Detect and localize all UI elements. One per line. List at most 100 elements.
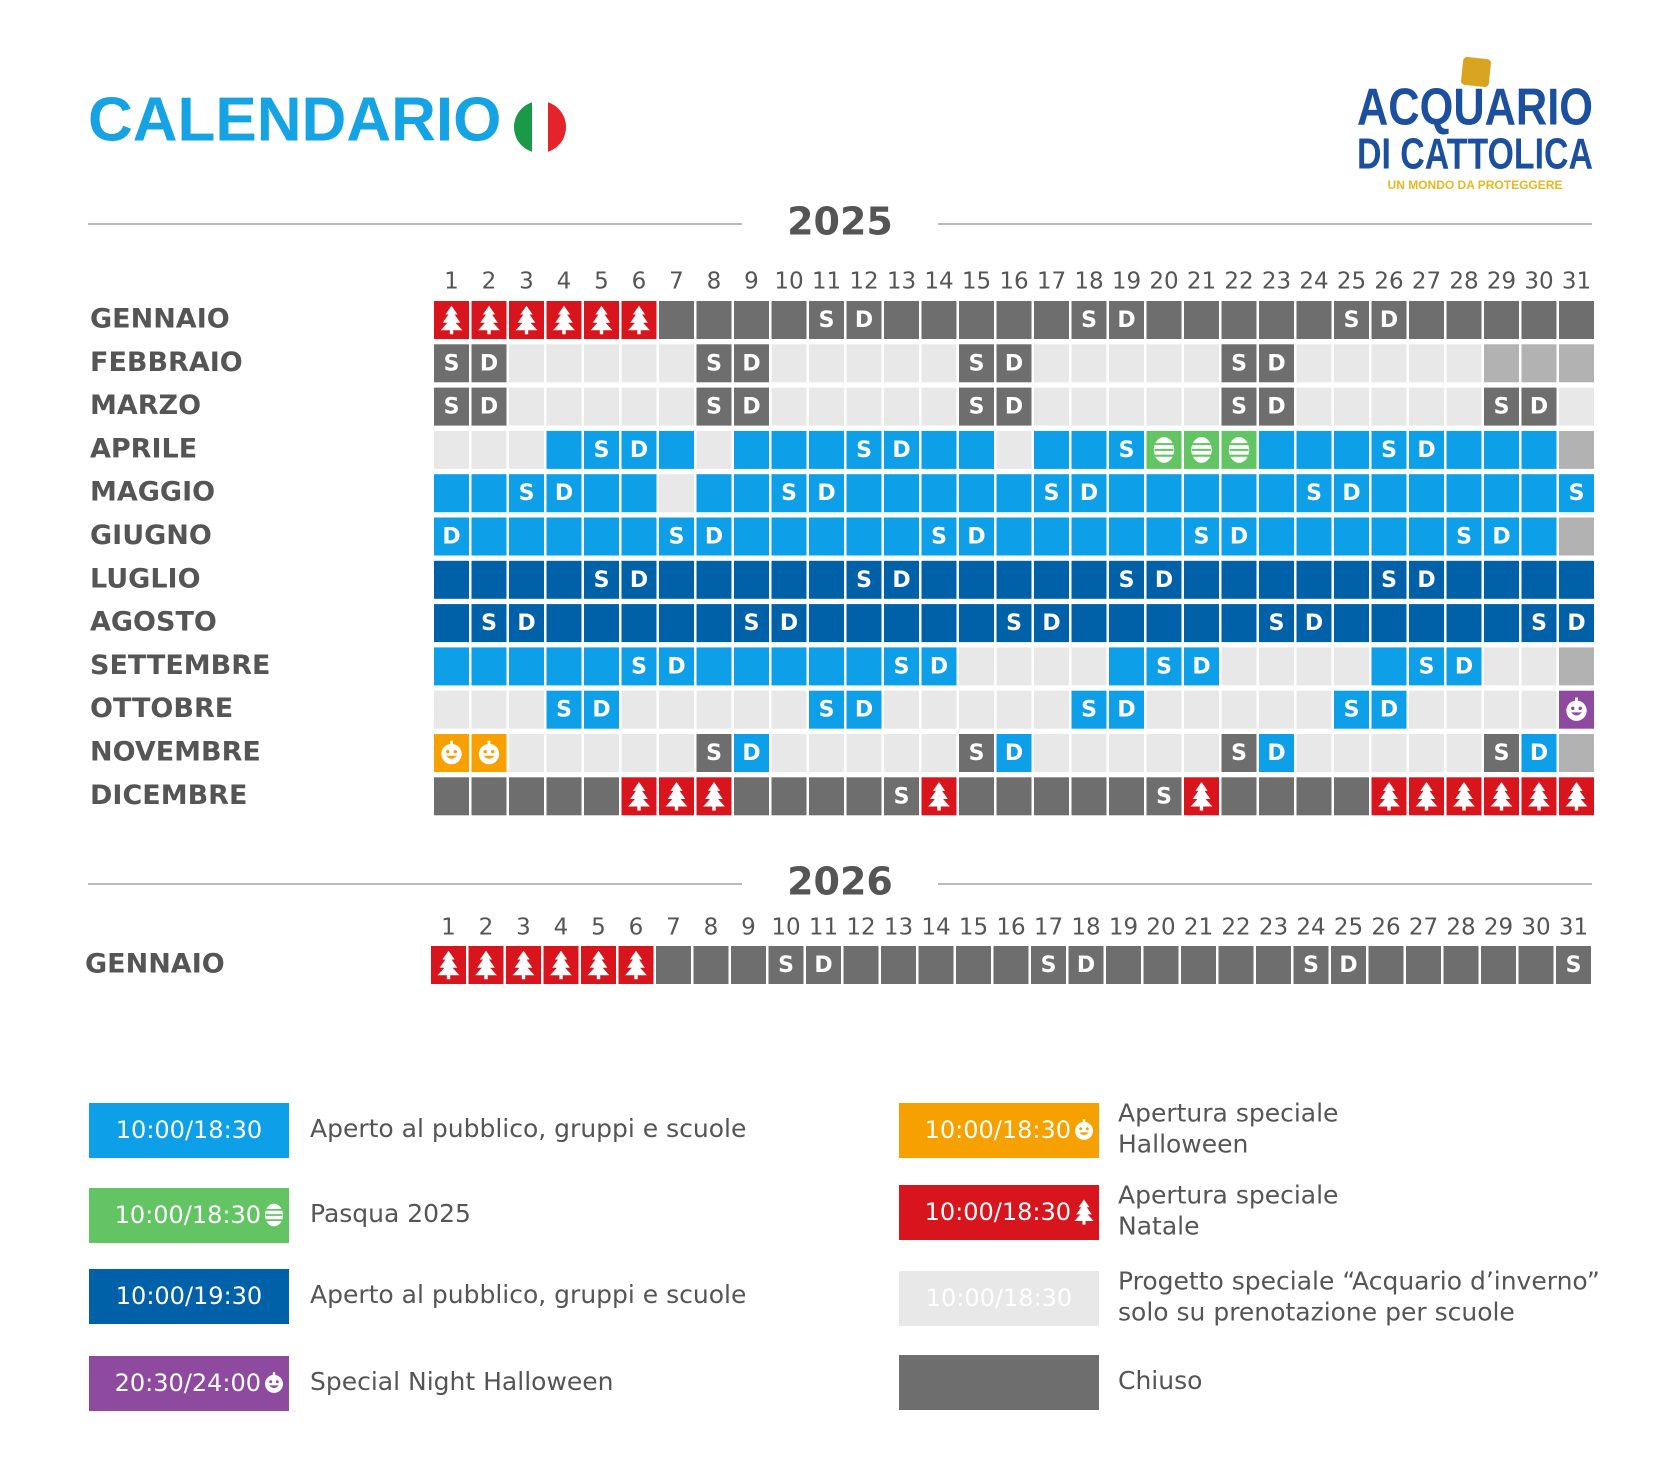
day-cell xyxy=(471,604,507,643)
day-cell xyxy=(546,387,582,426)
day-cell xyxy=(1034,430,1069,469)
day-number: 6 xyxy=(629,915,644,941)
day-label: S xyxy=(778,953,794,978)
day-cell xyxy=(1184,647,1219,686)
day-cell xyxy=(996,517,1032,556)
day-cell xyxy=(1559,387,1594,426)
day-cell xyxy=(846,387,882,426)
day-label: S xyxy=(1566,953,1582,978)
day-cell xyxy=(1371,430,1407,469)
month-name: GENNAIO xyxy=(90,304,230,335)
day-number: 18 xyxy=(1074,269,1103,295)
day-cell xyxy=(584,647,619,686)
day-cell xyxy=(846,474,882,513)
legend-swatch xyxy=(89,1356,289,1411)
day-cell xyxy=(1221,301,1257,339)
day-cell xyxy=(584,604,619,643)
day-cell xyxy=(1146,301,1182,339)
month-name: NOVEMBRE xyxy=(90,737,261,768)
day-cell xyxy=(1484,430,1519,469)
day-cell xyxy=(1484,387,1519,426)
day-number: 22 xyxy=(1224,269,1253,295)
day-label: D xyxy=(1005,395,1023,420)
day-cell xyxy=(884,430,919,469)
tree-icon xyxy=(553,305,575,331)
tree-icon xyxy=(703,782,725,807)
pumpkin-mouth xyxy=(269,1385,279,1389)
day-number: 14 xyxy=(921,915,950,941)
day-cell xyxy=(1409,560,1444,599)
day-cell xyxy=(771,690,807,729)
pumpkin-eye xyxy=(1079,1127,1083,1131)
day-cell xyxy=(959,301,994,339)
pumpkin-icon xyxy=(478,743,500,765)
legend-description: Special Night Halloween xyxy=(310,1367,614,1396)
day-cell xyxy=(1521,604,1557,643)
day-number: 1 xyxy=(444,269,459,295)
day-number: 18 xyxy=(1071,915,1100,941)
tree-trunk xyxy=(487,330,491,335)
day-cell xyxy=(959,690,994,729)
legend-time: 10:00/18:30 xyxy=(925,1198,1071,1226)
day-number: 9 xyxy=(741,915,756,941)
day-cell xyxy=(771,387,807,426)
tree-icon xyxy=(665,782,688,807)
day-cell xyxy=(996,344,1032,383)
day-cell xyxy=(1334,560,1369,599)
day-cell xyxy=(996,560,1032,599)
day-label: D xyxy=(892,568,910,593)
pumpkin-icon xyxy=(265,1374,283,1393)
day-cell xyxy=(584,690,619,729)
day-label: D xyxy=(855,698,873,723)
tree-icon xyxy=(550,950,572,976)
day-cell xyxy=(584,474,619,513)
day-cell xyxy=(1296,430,1332,469)
title: CALENDARIO xyxy=(88,85,501,154)
day-cell xyxy=(1484,301,1519,339)
day-cell xyxy=(1371,387,1407,426)
day-label: S xyxy=(856,438,872,463)
day-cell xyxy=(1296,604,1332,643)
day-cell xyxy=(1256,946,1291,984)
month-name: OTTOBRE xyxy=(90,693,233,724)
day-cell xyxy=(884,387,919,426)
day-cell xyxy=(1109,517,1144,556)
day-number: 5 xyxy=(591,915,606,941)
day-cell xyxy=(693,946,729,984)
day-label: D xyxy=(1380,308,1398,333)
day-cell xyxy=(1521,301,1557,339)
day-cell xyxy=(1296,344,1332,383)
tree-icon xyxy=(628,305,650,331)
day-cell xyxy=(1221,777,1257,816)
day-label: D xyxy=(1342,481,1360,506)
day-cell xyxy=(1521,560,1557,599)
day-label: S xyxy=(519,481,535,506)
day-cell xyxy=(1259,387,1294,426)
tree-icon xyxy=(1074,1199,1094,1221)
day-cell xyxy=(509,344,544,383)
day-cell xyxy=(434,690,469,729)
day-cell xyxy=(1296,474,1332,513)
day-cell xyxy=(1334,517,1369,556)
day-label: S xyxy=(1081,308,1097,333)
day-label: D xyxy=(967,525,985,550)
day-cell xyxy=(621,344,657,383)
tree-trunk xyxy=(1424,806,1429,811)
day-number: 17 xyxy=(1034,915,1063,941)
day-cell xyxy=(1071,647,1107,686)
day-cell xyxy=(471,647,507,686)
day-number: 11 xyxy=(812,269,841,295)
tree-trunk xyxy=(596,975,601,980)
day-cell xyxy=(1146,734,1182,772)
legend-description: Natale xyxy=(1118,1212,1199,1241)
day-cell xyxy=(621,560,657,599)
pumpkin-stem xyxy=(1575,697,1578,701)
day-cell xyxy=(621,604,657,643)
day-cell xyxy=(1484,690,1519,729)
day-label: S xyxy=(856,568,872,593)
day-cell xyxy=(1296,560,1332,599)
day-label: D xyxy=(1192,654,1210,679)
day-cell xyxy=(546,690,582,729)
italian-flag xyxy=(514,101,566,153)
day-cell xyxy=(584,560,619,599)
